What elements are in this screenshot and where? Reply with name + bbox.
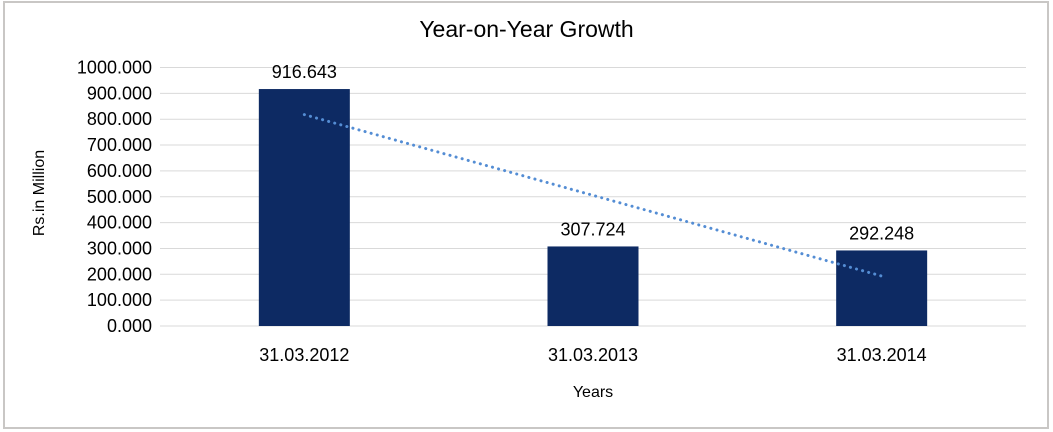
- bar-data-label: 307.724: [560, 219, 625, 239]
- y-tick-label: 600.000: [87, 161, 152, 181]
- y-tick-label: 200.000: [87, 264, 152, 284]
- y-tick-label: 700.000: [87, 135, 152, 155]
- x-category-label: 31.03.2012: [259, 345, 349, 365]
- bar-data-label: 292.248: [849, 223, 914, 243]
- y-tick-label: 900.000: [87, 83, 152, 103]
- y-tick-label: 1000.000: [77, 58, 152, 78]
- y-tick-label: 400.000: [87, 213, 152, 233]
- x-category-label: 31.03.2014: [837, 345, 927, 365]
- bar-data-label: 916.643: [272, 62, 337, 82]
- bar: [547, 246, 639, 326]
- y-tick-label: 0.000: [107, 316, 152, 336]
- trendline: [302, 113, 884, 278]
- y-tick-label: 500.000: [87, 187, 152, 207]
- bar: [836, 250, 928, 326]
- chart-frame-border: [3, 1, 1049, 429]
- y-tick-label: 300.000: [87, 238, 152, 258]
- x-category-label: 31.03.2013: [548, 345, 638, 365]
- chart-title: Year-on-Year Growth: [419, 16, 634, 42]
- x-axis-title: Years: [572, 384, 614, 401]
- y-tick-label: 800.000: [87, 109, 152, 129]
- bar: [258, 89, 350, 326]
- y-tick-label: 100.000: [87, 290, 152, 310]
